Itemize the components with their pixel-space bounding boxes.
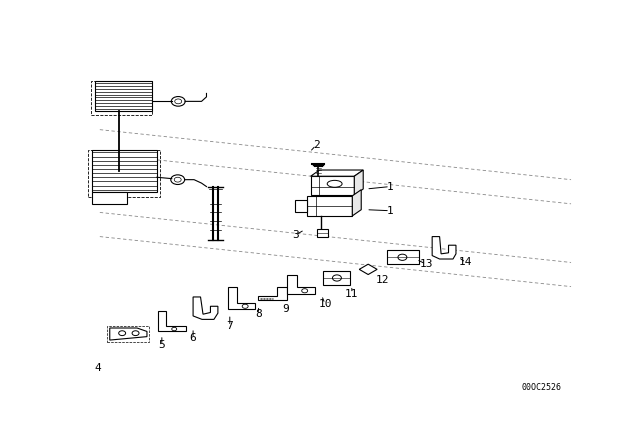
Text: 7: 7 (227, 321, 233, 331)
Polygon shape (387, 250, 419, 264)
Polygon shape (295, 200, 307, 212)
Bar (91, 82, 152, 115)
Polygon shape (257, 287, 287, 301)
Bar (92, 151, 157, 192)
Text: 5: 5 (159, 340, 165, 350)
Text: 11: 11 (345, 289, 358, 298)
Text: 8: 8 (255, 309, 262, 319)
Bar (307, 196, 352, 216)
Bar (88, 151, 160, 197)
Text: 12: 12 (376, 275, 389, 285)
Polygon shape (359, 264, 377, 275)
Text: 2: 2 (313, 140, 319, 150)
Bar (310, 176, 355, 195)
Polygon shape (352, 190, 361, 216)
Text: 1: 1 (387, 181, 394, 192)
Bar (317, 229, 328, 237)
Bar (92, 192, 127, 204)
Polygon shape (432, 237, 456, 259)
Text: 13: 13 (419, 259, 433, 269)
Text: 1: 1 (387, 206, 394, 216)
Text: 14: 14 (459, 258, 472, 267)
Polygon shape (193, 297, 218, 319)
Polygon shape (287, 275, 315, 293)
Text: 3: 3 (292, 230, 299, 240)
Polygon shape (323, 271, 350, 285)
Text: 4: 4 (94, 363, 100, 373)
Text: 9: 9 (282, 304, 289, 314)
Polygon shape (158, 311, 186, 332)
Polygon shape (310, 170, 364, 176)
Text: 00OC2526: 00OC2526 (521, 383, 561, 392)
Bar (95, 82, 152, 111)
Polygon shape (228, 287, 255, 309)
Text: 6: 6 (189, 333, 196, 343)
Polygon shape (355, 170, 364, 195)
Text: 10: 10 (318, 299, 332, 309)
Bar (108, 326, 150, 342)
Polygon shape (110, 328, 147, 340)
